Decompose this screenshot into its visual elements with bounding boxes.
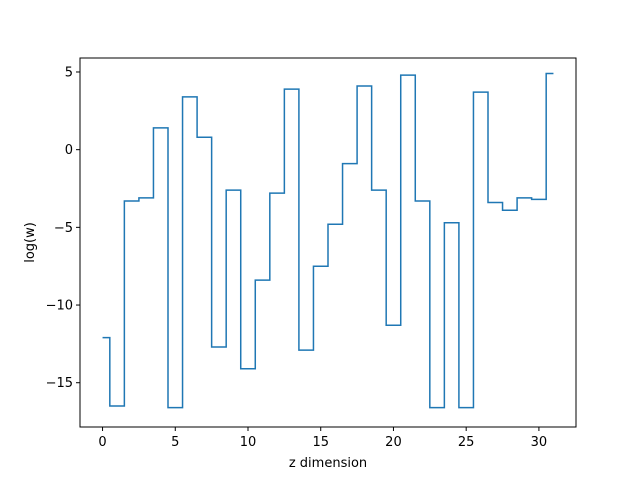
x-axis: 0 5 10 15 20 25 30 <box>98 427 547 450</box>
x-tick-label: 5 <box>171 435 179 450</box>
y-tick-label: −10 <box>46 299 73 314</box>
series-line-0 <box>102 72 554 409</box>
x-tick-label: 0 <box>98 435 106 450</box>
plot-frame <box>79 57 577 428</box>
y-axis: −15 −10 −5 0 5 <box>46 65 80 391</box>
y-tick-label: 5 <box>65 65 73 80</box>
x-tick-label: 15 <box>312 435 329 450</box>
x-tick-label: 10 <box>240 435 257 450</box>
y-tick-label: −15 <box>46 376 73 391</box>
y-axis-label: log(w) <box>23 222 38 263</box>
series-layer <box>102 72 554 409</box>
x-tick-label: 20 <box>385 435 402 450</box>
x-tick-label: 30 <box>531 435 548 450</box>
x-tick-label: 25 <box>458 435 475 450</box>
x-axis-label: z dimension <box>289 456 367 471</box>
y-tick-label: −5 <box>54 221 73 236</box>
y-tick-label: 0 <box>65 143 73 158</box>
